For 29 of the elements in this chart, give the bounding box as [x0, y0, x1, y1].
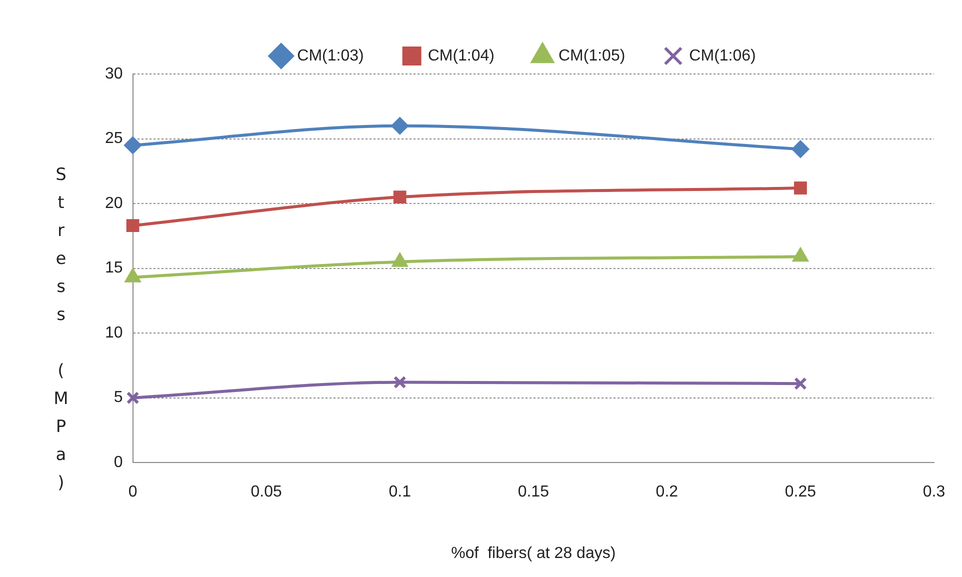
x-tick-label: 0.2	[656, 484, 678, 501]
point	[124, 136, 142, 154]
point	[393, 190, 406, 204]
y-axis-title: Stress (MPa)	[51, 165, 71, 501]
y-tick-label: 20	[105, 194, 123, 212]
x-tick-label: 0.1	[388, 484, 412, 501]
x-axis-title: %of fibers( at 28 days)	[451, 544, 616, 562]
x-tick-label: 0.25	[784, 484, 816, 501]
point	[393, 376, 406, 389]
x-tick-label: 0.05	[250, 484, 282, 501]
y-tick-label: 10	[105, 324, 123, 342]
point	[794, 377, 807, 390]
legend-label: CM(1:06)	[689, 47, 756, 64]
legend-label: CM(1:04)	[428, 47, 495, 64]
y-tick-label: 30	[105, 65, 123, 82]
y-tick-label: 5	[114, 389, 123, 406]
x-tick-label: 0.3	[922, 484, 946, 501]
point	[794, 182, 807, 194]
y-tick-label: 15	[105, 260, 123, 277]
y-tick-label: 0	[114, 454, 123, 472]
point	[126, 219, 140, 232]
x-tick-label: 0.15	[518, 484, 550, 501]
legend-label: CM(1:05)	[558, 47, 626, 64]
point	[126, 391, 140, 404]
y-tick-label: 25	[105, 130, 123, 148]
x-tick-label: 0	[128, 484, 138, 501]
point	[391, 117, 408, 134]
legend-label: CM(1:03)	[297, 47, 364, 64]
point	[792, 140, 809, 158]
